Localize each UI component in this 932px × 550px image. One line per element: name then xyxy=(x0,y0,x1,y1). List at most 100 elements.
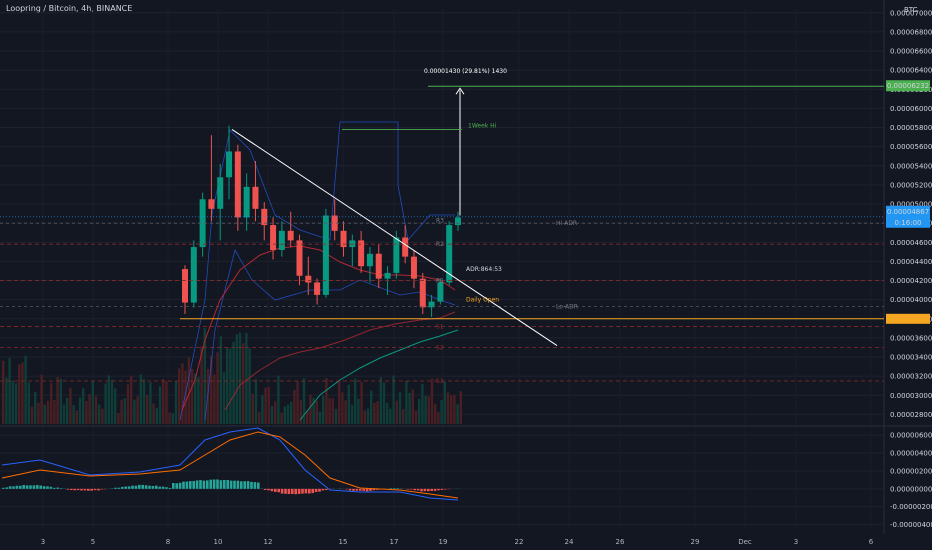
target-price-tag: 0.00006232 xyxy=(887,82,929,90)
support-price-tag-bg xyxy=(886,313,930,324)
candle-body[interactable] xyxy=(234,151,241,218)
macd-histogram-bar xyxy=(362,488,365,491)
volume-bar xyxy=(408,392,411,424)
macd-histogram-bar xyxy=(433,488,437,491)
x-tick-label: 5 xyxy=(91,538,95,546)
volume-bar xyxy=(178,368,181,424)
macd-histogram-bar xyxy=(236,480,240,489)
volume-bar xyxy=(56,376,59,424)
volume-bar xyxy=(363,410,366,424)
macd-histogram-bar xyxy=(138,484,141,489)
candle-body[interactable] xyxy=(314,282,321,295)
macd-histogram-bar xyxy=(413,488,416,491)
volume-bar xyxy=(302,378,306,424)
macd-histogram-bar xyxy=(304,488,308,494)
volume-bar xyxy=(98,404,101,424)
volume-bar xyxy=(69,387,72,424)
macd-histogram-bar xyxy=(114,487,117,489)
candle-body[interactable] xyxy=(190,247,197,303)
y-tick-label: 0.00003200 xyxy=(890,373,932,381)
measure-label: 0.00001430 (29.81%) 1430 xyxy=(424,68,507,75)
candle-body[interactable] xyxy=(402,237,409,257)
volume-bar xyxy=(101,408,104,424)
candle-body[interactable] xyxy=(428,301,435,308)
macd-histogram-bar xyxy=(301,488,304,494)
pivot-label: S3 xyxy=(436,378,444,385)
candle-body[interactable] xyxy=(287,230,294,241)
volume-bar xyxy=(155,407,158,424)
volume-bar xyxy=(299,400,302,424)
candle-body[interactable] xyxy=(208,199,215,209)
macd-histogram-bar xyxy=(277,488,280,493)
macd-histogram-bar xyxy=(352,488,355,491)
y-tick-label: 0.00003600 xyxy=(890,334,932,342)
current-price-tag: 0.00004867 xyxy=(887,208,929,216)
candle-body[interactable] xyxy=(296,240,303,276)
y-tick-label: 0.00006800 xyxy=(890,28,932,36)
candle-body[interactable] xyxy=(182,269,188,303)
candle-body[interactable] xyxy=(437,282,444,302)
macd-histogram-bar xyxy=(270,488,274,492)
candle-body[interactable] xyxy=(217,177,224,209)
volume-bar xyxy=(366,408,370,424)
macd-histogram-bar xyxy=(365,488,369,492)
candle-body[interactable] xyxy=(358,240,365,267)
volume-bar xyxy=(114,388,117,424)
volume-bar xyxy=(373,402,376,424)
candle-body[interactable] xyxy=(305,275,312,283)
candle-body[interactable] xyxy=(322,215,329,295)
macd-histogram-bar xyxy=(393,488,396,489)
macd-histogram-bar xyxy=(22,484,25,489)
candle-body[interactable] xyxy=(419,278,426,308)
pivot-label: R3 xyxy=(436,217,444,224)
volume-bar xyxy=(200,346,203,424)
macd-histogram-bar xyxy=(430,488,433,491)
candle-body[interactable] xyxy=(375,253,382,279)
target-price-tag-bg xyxy=(886,80,930,92)
volume-bar xyxy=(334,408,338,424)
candle-body[interactable] xyxy=(243,186,250,218)
volume-bar xyxy=(222,372,226,424)
macd-histogram-bar xyxy=(257,482,260,489)
moving-average-dark xyxy=(224,311,456,411)
candle-body[interactable] xyxy=(270,225,277,250)
candle-body[interactable] xyxy=(410,256,417,279)
volume-bar xyxy=(411,389,414,424)
candle-body[interactable] xyxy=(384,272,391,279)
candle-body[interactable] xyxy=(340,230,347,248)
volume-bar xyxy=(414,410,418,424)
volume-bar xyxy=(130,375,133,424)
candle-body[interactable] xyxy=(446,225,453,283)
volume-bar xyxy=(315,400,318,424)
volume-bar xyxy=(136,396,139,424)
candle-body[interactable] xyxy=(349,240,356,248)
macd-histogram-bar xyxy=(15,485,19,489)
trend-line[interactable] xyxy=(231,129,558,346)
volume-bar xyxy=(254,378,258,424)
candle-body[interactable] xyxy=(252,186,259,209)
volume-bar xyxy=(82,388,85,424)
chart-title: Loopring / Bitcoin, 4h, BINANCE xyxy=(6,4,133,13)
volume-bar xyxy=(376,401,379,424)
currency-label: BTC xyxy=(904,6,918,14)
volume-bar xyxy=(142,379,146,424)
volume-bar xyxy=(392,375,395,424)
volume-bar xyxy=(14,383,18,424)
volume-bar xyxy=(117,413,120,424)
volume-bar xyxy=(290,401,293,424)
candle-body[interactable] xyxy=(393,237,400,273)
macd-histogram-bar xyxy=(2,487,5,489)
candle-body[interactable] xyxy=(226,151,233,178)
macd-histogram-bar xyxy=(161,486,165,489)
candle-body[interactable] xyxy=(278,230,285,250)
candle-body[interactable] xyxy=(331,215,338,231)
candle-body[interactable] xyxy=(366,253,373,267)
candle-body[interactable] xyxy=(199,199,206,248)
candle-body[interactable] xyxy=(455,217,461,226)
volume-bar xyxy=(21,362,24,424)
macd-histogram-bar xyxy=(311,488,314,494)
volume-bar xyxy=(219,336,222,424)
volume-bar xyxy=(216,352,219,424)
macd-histogram-bar xyxy=(246,481,250,489)
